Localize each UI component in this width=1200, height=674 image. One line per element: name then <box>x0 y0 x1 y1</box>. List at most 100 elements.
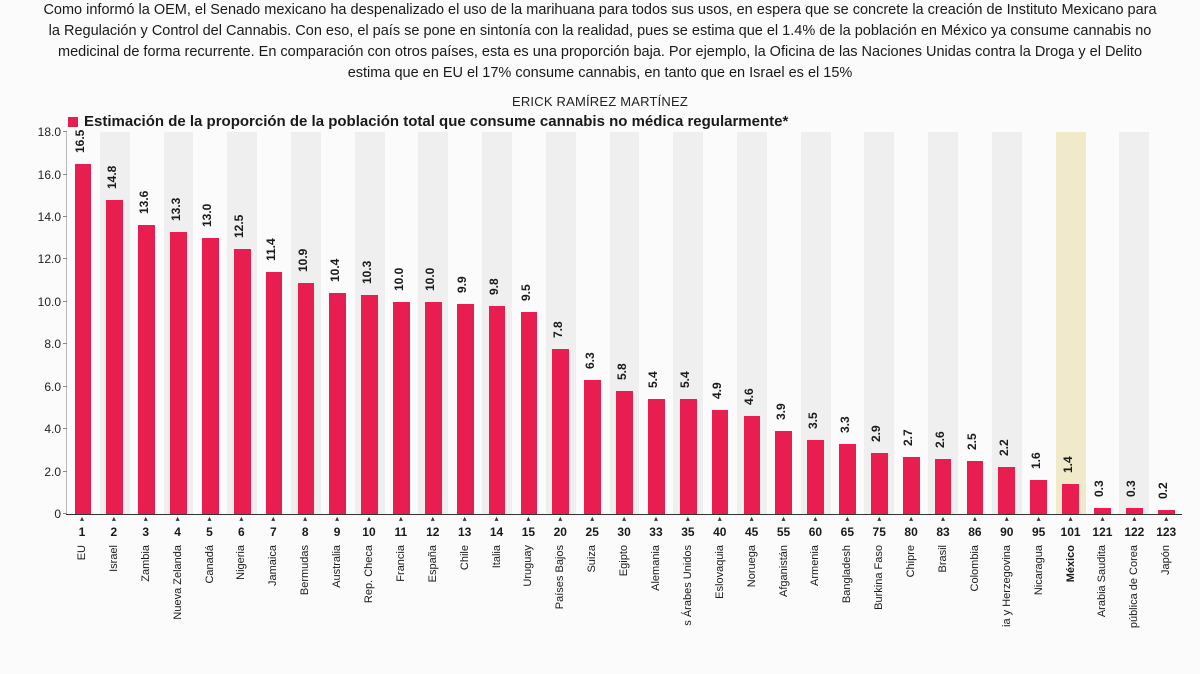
bar-column: 2.7 <box>896 132 926 514</box>
intro-paragraph: Como informó la OEM, el Senado mexicano … <box>0 0 1200 90</box>
bar <box>425 302 442 514</box>
bar-value-label: 10.9 <box>296 248 310 271</box>
x-axis-tick: ▴1EU <box>67 515 97 633</box>
bar-column: 0.2 <box>1151 132 1181 514</box>
bar <box>616 391 633 514</box>
bar-value-label: 3.3 <box>838 416 852 433</box>
caret-up-icon: ▴ <box>1151 515 1181 523</box>
bar <box>871 453 888 515</box>
y-axis-tick-mark <box>63 471 67 472</box>
x-axis-label: Zambia <box>140 545 152 582</box>
bars-container: 16.514.813.613.313.012.511.410.910.410.3… <box>67 132 1182 514</box>
x-axis-tick: ▴ 20 Países Bajos <box>545 515 575 633</box>
x-axis-label: Nicaragua <box>1033 545 1045 595</box>
x-axis-label: Noruega <box>746 545 758 587</box>
bar-value-label: 10.3 <box>360 261 374 284</box>
x-axis-label: Suiza <box>586 545 598 573</box>
x-axis-label: Chile <box>459 545 471 570</box>
x-axis-label: Países Bajos <box>554 545 566 609</box>
bar-column: 2.5 <box>960 132 990 514</box>
x-axis-rank: 33 <box>641 525 671 539</box>
x-axis-label: Japón <box>1160 545 1172 575</box>
bar-value-label: 4.9 <box>710 382 724 399</box>
bar <box>903 457 920 514</box>
bar-value-label: 13.0 <box>200 204 214 227</box>
x-axis: ▴1EU▴2Israel▴3Zambia▴4Nueva Zelanda▴5Can… <box>66 514 1182 633</box>
x-axis-label: Canadá <box>204 545 216 584</box>
bar-column: 10.0 <box>387 132 417 514</box>
x-axis-tick: ▴5Canadá <box>195 515 225 633</box>
bar <box>839 444 856 514</box>
bar <box>106 200 123 514</box>
x-axis-tick: ▴4Nueva Zelanda <box>163 515 193 633</box>
y-axis-tick-mark <box>63 301 67 302</box>
y-axis-tick-label: 8.0 <box>31 337 61 351</box>
x-axis-tick: ▴86Colombia <box>960 515 990 633</box>
x-axis-rank: 65 <box>832 525 862 539</box>
caret-up-icon: ▴ <box>545 515 575 523</box>
x-axis-rank: 25 <box>577 525 607 539</box>
x-axis-rank: 7 <box>258 525 288 539</box>
y-axis-tick-mark <box>63 386 67 387</box>
x-axis-rank: 5 <box>195 525 225 539</box>
bar <box>489 306 506 514</box>
bar-column: 4.6 <box>737 132 767 514</box>
x-axis-rank: 80 <box>896 525 926 539</box>
bar-column: 4.9 <box>705 132 735 514</box>
bar-column: 13.6 <box>132 132 162 514</box>
bar-value-label: 5.4 <box>678 372 692 389</box>
x-axis-tick: ▴90ia y Herzegovina <box>992 515 1022 633</box>
x-axis-rank: 121 <box>1088 525 1118 539</box>
x-axis-rank: 14 <box>482 525 512 539</box>
bar-value-label: 0.2 <box>1156 482 1170 499</box>
y-axis-tick-label: 18.0 <box>31 125 61 139</box>
caret-up-icon: ▴ <box>418 515 448 523</box>
bar-column: 11.4 <box>259 132 289 514</box>
y-axis-tick-label: 12.0 <box>31 252 61 266</box>
x-axis-tick: ▴65Bangladesh <box>832 515 862 633</box>
author-name: ERICK RAMÍREZ MARTÍNEZ <box>0 94 1200 109</box>
x-axis-tick: ▴95Nicaragua <box>1024 515 1054 633</box>
bar-value-label: 3.9 <box>774 404 788 421</box>
bar-column: 3.9 <box>769 132 799 514</box>
x-axis-rank: 55 <box>769 525 799 539</box>
bar-column: 14.8 <box>100 132 130 514</box>
caret-up-icon: ▴ <box>67 515 97 523</box>
x-axis-label: Colombia <box>969 545 981 591</box>
caret-up-icon: ▴ <box>450 515 480 523</box>
bar-column: 9.5 <box>514 132 544 514</box>
x-axis-label: Rep. Checa <box>363 545 375 603</box>
y-axis-tick-label: 4.0 <box>31 422 61 436</box>
bar <box>361 295 378 514</box>
caret-up-icon: ▴ <box>896 515 926 523</box>
x-axis-rank: 20 <box>545 525 575 539</box>
x-axis-rank: 30 <box>609 525 639 539</box>
bar-column: 2.2 <box>992 132 1022 514</box>
x-axis-tick: ▴2Israel <box>99 515 129 633</box>
bar <box>775 431 792 514</box>
legend-label: Estimación de la proporción de la poblac… <box>84 113 788 130</box>
caret-up-icon: ▴ <box>864 515 894 523</box>
x-axis-label: Brasil <box>937 545 949 573</box>
bar-column: 2.9 <box>864 132 894 514</box>
y-axis-tick-label: 2.0 <box>31 465 61 479</box>
x-axis-label: ia y Herzegovina <box>1001 545 1013 627</box>
bar-value-label: 1.6 <box>1029 452 1043 469</box>
x-axis-rank: 75 <box>864 525 894 539</box>
x-axis-label: Burkina Faso <box>873 545 885 610</box>
x-axis-tick: ▴10Rep. Checa <box>354 515 384 633</box>
x-axis-tick: ▴101México <box>1056 515 1086 633</box>
x-axis-tick: ▴7Jamaica <box>258 515 288 633</box>
bar-column: 5.4 <box>641 132 671 514</box>
caret-up-icon: ▴ <box>800 515 830 523</box>
bar-column: 10.9 <box>291 132 321 514</box>
x-axis-label: Italia <box>491 545 503 568</box>
x-axis-tick: ▴60Armenia <box>800 515 830 633</box>
x-axis-label: Francia <box>395 545 407 582</box>
caret-up-icon: ▴ <box>641 515 671 523</box>
y-axis-tick-mark <box>63 258 67 259</box>
x-axis-rank: 10 <box>354 525 384 539</box>
caret-up-icon: ▴ <box>290 515 320 523</box>
x-axis-tick: ▴80Chipre <box>896 515 926 633</box>
x-axis-tick: ▴11Francia <box>386 515 416 633</box>
